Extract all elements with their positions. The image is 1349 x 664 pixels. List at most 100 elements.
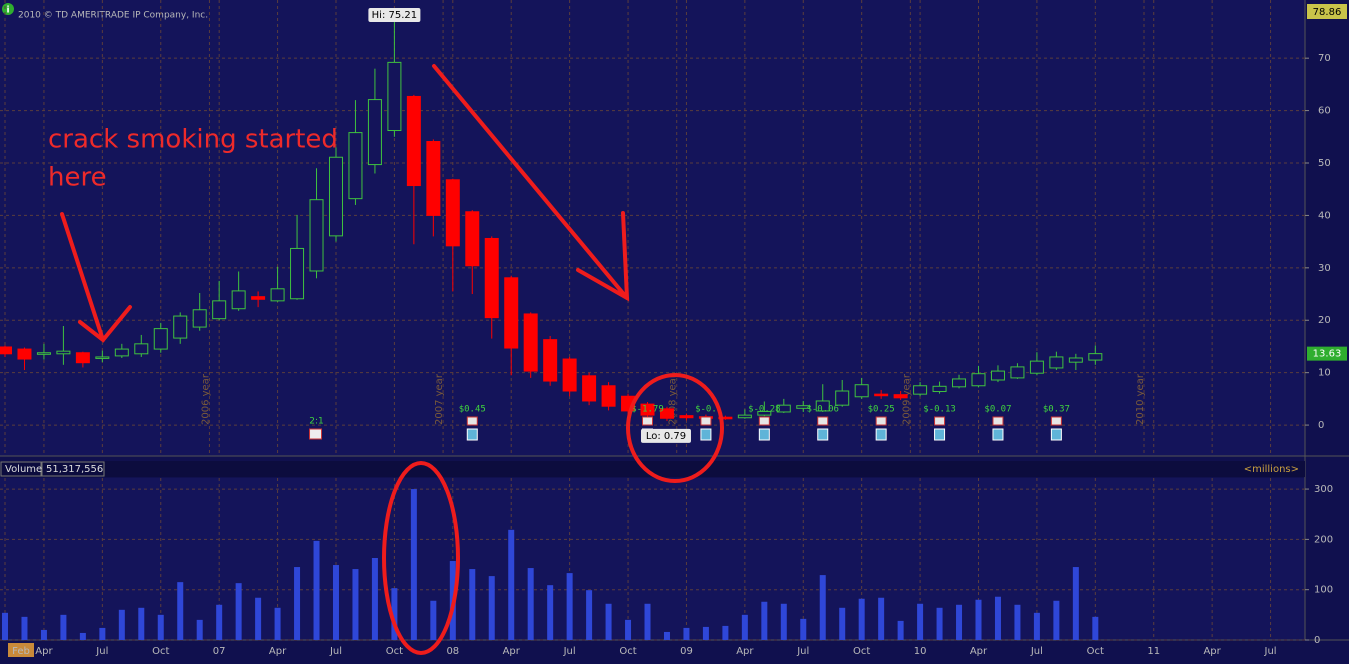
volume-bar (936, 607, 943, 640)
volume-bar (1014, 604, 1021, 640)
y-tick-label: 30 (1318, 263, 1331, 274)
circle-highlight (382, 461, 460, 655)
volume-bar (878, 597, 885, 640)
volume-bar (527, 568, 534, 640)
y-tick-label: 200 (1314, 534, 1333, 545)
y-tick-label: 0 (1314, 635, 1320, 646)
candle-body (0, 346, 12, 355)
y-tick-label: 50 (1318, 158, 1331, 169)
last-price: 13.63 (1313, 349, 1342, 360)
year-label: 2007 year (434, 373, 445, 425)
earnings-label: $-0.13 (923, 405, 956, 415)
volume-bar (118, 609, 125, 640)
volume-bar (1072, 567, 1079, 640)
earnings-icon (817, 416, 829, 426)
candle-body (1088, 353, 1103, 361)
dividend-icon (700, 428, 712, 441)
x-tick-label: Apr (1203, 646, 1221, 657)
volume-bar (547, 585, 554, 640)
volume-bar (138, 607, 145, 640)
candle-body (231, 290, 246, 310)
split-icon (309, 428, 323, 440)
volume-title: Volume (5, 464, 42, 475)
candle-body (796, 405, 811, 409)
top-price: 78.86 (1313, 7, 1342, 18)
volume-bar (313, 540, 320, 640)
volume-bar (819, 575, 826, 640)
volume-bar (430, 600, 437, 640)
volume-bar (216, 604, 223, 640)
volume-bar (800, 618, 807, 640)
dividend-icon (817, 428, 829, 441)
earnings-label: $-0.28 (748, 405, 781, 415)
x-tick-label: Apr (269, 646, 287, 657)
candle-body (659, 408, 674, 419)
volume-bar (508, 529, 515, 640)
candle-body (757, 410, 772, 416)
dividend-icon (875, 428, 887, 441)
x-tick-label: 11 (1147, 646, 1160, 657)
x-tick-label: 07 (213, 646, 226, 657)
x-tick-label: Jul (796, 646, 809, 657)
earnings-label: $0.25 (868, 405, 895, 415)
candle-body (971, 373, 986, 387)
x-tick-label: Feb (12, 646, 30, 657)
candle-body (679, 415, 694, 419)
candle-body (1029, 360, 1044, 374)
volume-bar (663, 631, 670, 640)
candle-body (251, 296, 266, 300)
x-tick-label: 08 (446, 646, 459, 657)
candle-body (387, 61, 402, 132)
volume-bar (702, 626, 709, 640)
volume-bar (917, 603, 924, 640)
volume-bar (741, 614, 748, 640)
x-tick-label: Oct (619, 646, 636, 657)
volume-units: <millions> (1244, 464, 1299, 475)
candle-body (582, 375, 597, 402)
volume-bar (60, 614, 67, 640)
y-tick-label: 40 (1318, 210, 1331, 221)
x-tick-box (8, 643, 34, 657)
arrow (432, 64, 630, 302)
y-tick-label: 20 (1318, 315, 1331, 326)
candle-body (114, 348, 129, 357)
x-tick-label: Jul (1030, 646, 1043, 657)
earnings-icon (758, 416, 770, 426)
price-panel (0, 0, 1305, 456)
earnings-icon (700, 416, 712, 426)
candle-body (328, 156, 343, 237)
volume-bar (625, 619, 632, 640)
lo-box (640, 428, 691, 443)
top-price-box (1307, 4, 1347, 19)
x-tick-label: Oct (853, 646, 870, 657)
volume-bar (255, 597, 262, 640)
earnings-label: $0.07 (984, 405, 1011, 415)
volume-bar (780, 603, 787, 640)
year-label: 2009 year (901, 373, 912, 425)
year-label: 2008 year (668, 373, 679, 425)
candle-body (854, 384, 869, 398)
x-tick-label: Oct (152, 646, 169, 657)
candle-body (990, 370, 1005, 381)
info-icon-glyph: i (6, 6, 9, 16)
volume-readout-box (41, 461, 105, 477)
candle-body (543, 339, 558, 382)
x-tick-label: Apr (736, 646, 754, 657)
candle-body (932, 385, 947, 393)
volume-bar (294, 567, 301, 640)
volume-bar (371, 557, 378, 640)
volume-bar (157, 614, 164, 640)
x-tick-label: Apr (503, 646, 521, 657)
volume-bar (40, 629, 47, 640)
volume-bar (352, 569, 359, 640)
x-tick-label: Jul (1264, 646, 1277, 657)
volume-bar (605, 603, 612, 640)
candle-body (835, 390, 850, 406)
candle-body (913, 385, 928, 395)
volume-bar (469, 569, 476, 640)
annotation-line: crack smoking started (48, 125, 338, 155)
volume-header (0, 461, 1305, 477)
volume-bar (391, 588, 398, 640)
candle-body (776, 404, 791, 413)
